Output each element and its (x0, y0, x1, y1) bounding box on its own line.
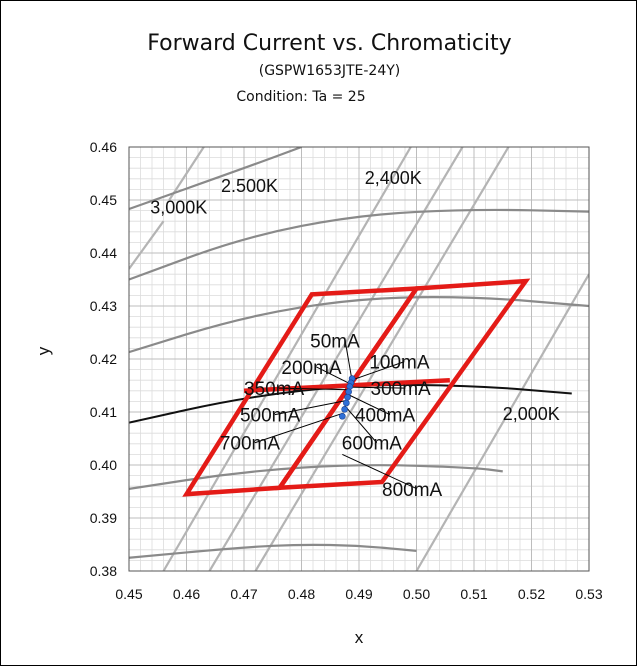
macadam-arc (129, 464, 503, 490)
bin-right (275, 278, 531, 491)
x-tick-label: 0.51 (460, 586, 487, 602)
x-tick-label: 0.49 (345, 586, 372, 602)
y-tick-label: 0.39 (90, 510, 117, 526)
isotemp-line (168, 147, 205, 201)
isotemp-line (162, 147, 412, 571)
macadam-arc (129, 147, 302, 211)
chart-title: Forward Current vs. Chromaticity (147, 31, 512, 56)
x-tick-label: 0.46 (173, 586, 200, 602)
cct-label: 3,000K (150, 197, 207, 217)
leader-line (344, 340, 353, 378)
isotemp-line (254, 147, 510, 571)
y-tick-label: 0.43 (90, 298, 117, 314)
current-label: 50mA (310, 331, 360, 352)
current-label: 200mA (281, 358, 342, 379)
leader-line (278, 387, 350, 391)
data-point (339, 412, 346, 420)
current-label: 500mA (240, 406, 301, 427)
y-tick-label: 0.41 (90, 404, 117, 420)
macadam-arc (129, 296, 589, 354)
y-tick-label: 0.45 (90, 192, 117, 208)
current-label: 300mA (371, 379, 432, 400)
current-label: 350mA (244, 379, 305, 400)
data-point (344, 393, 351, 401)
plot-content (129, 147, 589, 571)
x-tick-label: 0.53 (575, 586, 602, 602)
y-tick-label: 0.44 (90, 245, 117, 261)
x-tick-label: 0.52 (518, 586, 545, 602)
y-tick-label: 0.46 (90, 139, 117, 155)
macadam-arc (129, 543, 417, 559)
chart-subtitle: (GSPW1653JTE-24Y) (258, 63, 401, 79)
isotemp-line (415, 273, 589, 571)
x-tick-label: 0.47 (230, 586, 257, 602)
data-point (343, 399, 350, 407)
x-tick-label: 0.48 (288, 586, 315, 602)
plot-border (128, 146, 590, 572)
leader-line (344, 405, 378, 444)
x-tick-label: 0.45 (115, 586, 142, 602)
chart-condition: Condition: Ta = 25 (236, 89, 366, 105)
cct-label: 2,400K (365, 168, 422, 188)
leader-line (316, 366, 351, 385)
leader-line (351, 361, 405, 381)
current-label: 800mA (382, 480, 443, 501)
y-tick-label: 0.42 (90, 351, 117, 367)
current-label: 100mA (369, 353, 430, 374)
y-axis-label: y (34, 346, 53, 355)
leader-line (342, 453, 418, 490)
data-point (346, 383, 354, 390)
cct-label: 2,000K (503, 404, 560, 424)
planckian-locus (129, 383, 572, 424)
x-tick-label: 0.50 (403, 586, 430, 602)
current-label: 400mA (355, 406, 416, 427)
isotemp-line (208, 147, 464, 571)
macadam-arc (129, 208, 589, 281)
leader-line (274, 399, 348, 416)
y-tick-label: 0.40 (90, 457, 117, 473)
leader-line (347, 394, 391, 416)
x-axis-label: x (355, 628, 364, 647)
current-label: 700mA (220, 434, 281, 455)
cct-label: 2.500K (221, 176, 278, 196)
leader-line (254, 412, 344, 444)
data-point (345, 388, 352, 396)
current-label: 600mA (342, 434, 403, 455)
isotemp-line (129, 220, 165, 270)
leader-line (349, 386, 406, 389)
data-point (341, 406, 348, 413)
y-tick-label: 0.38 (90, 563, 117, 579)
